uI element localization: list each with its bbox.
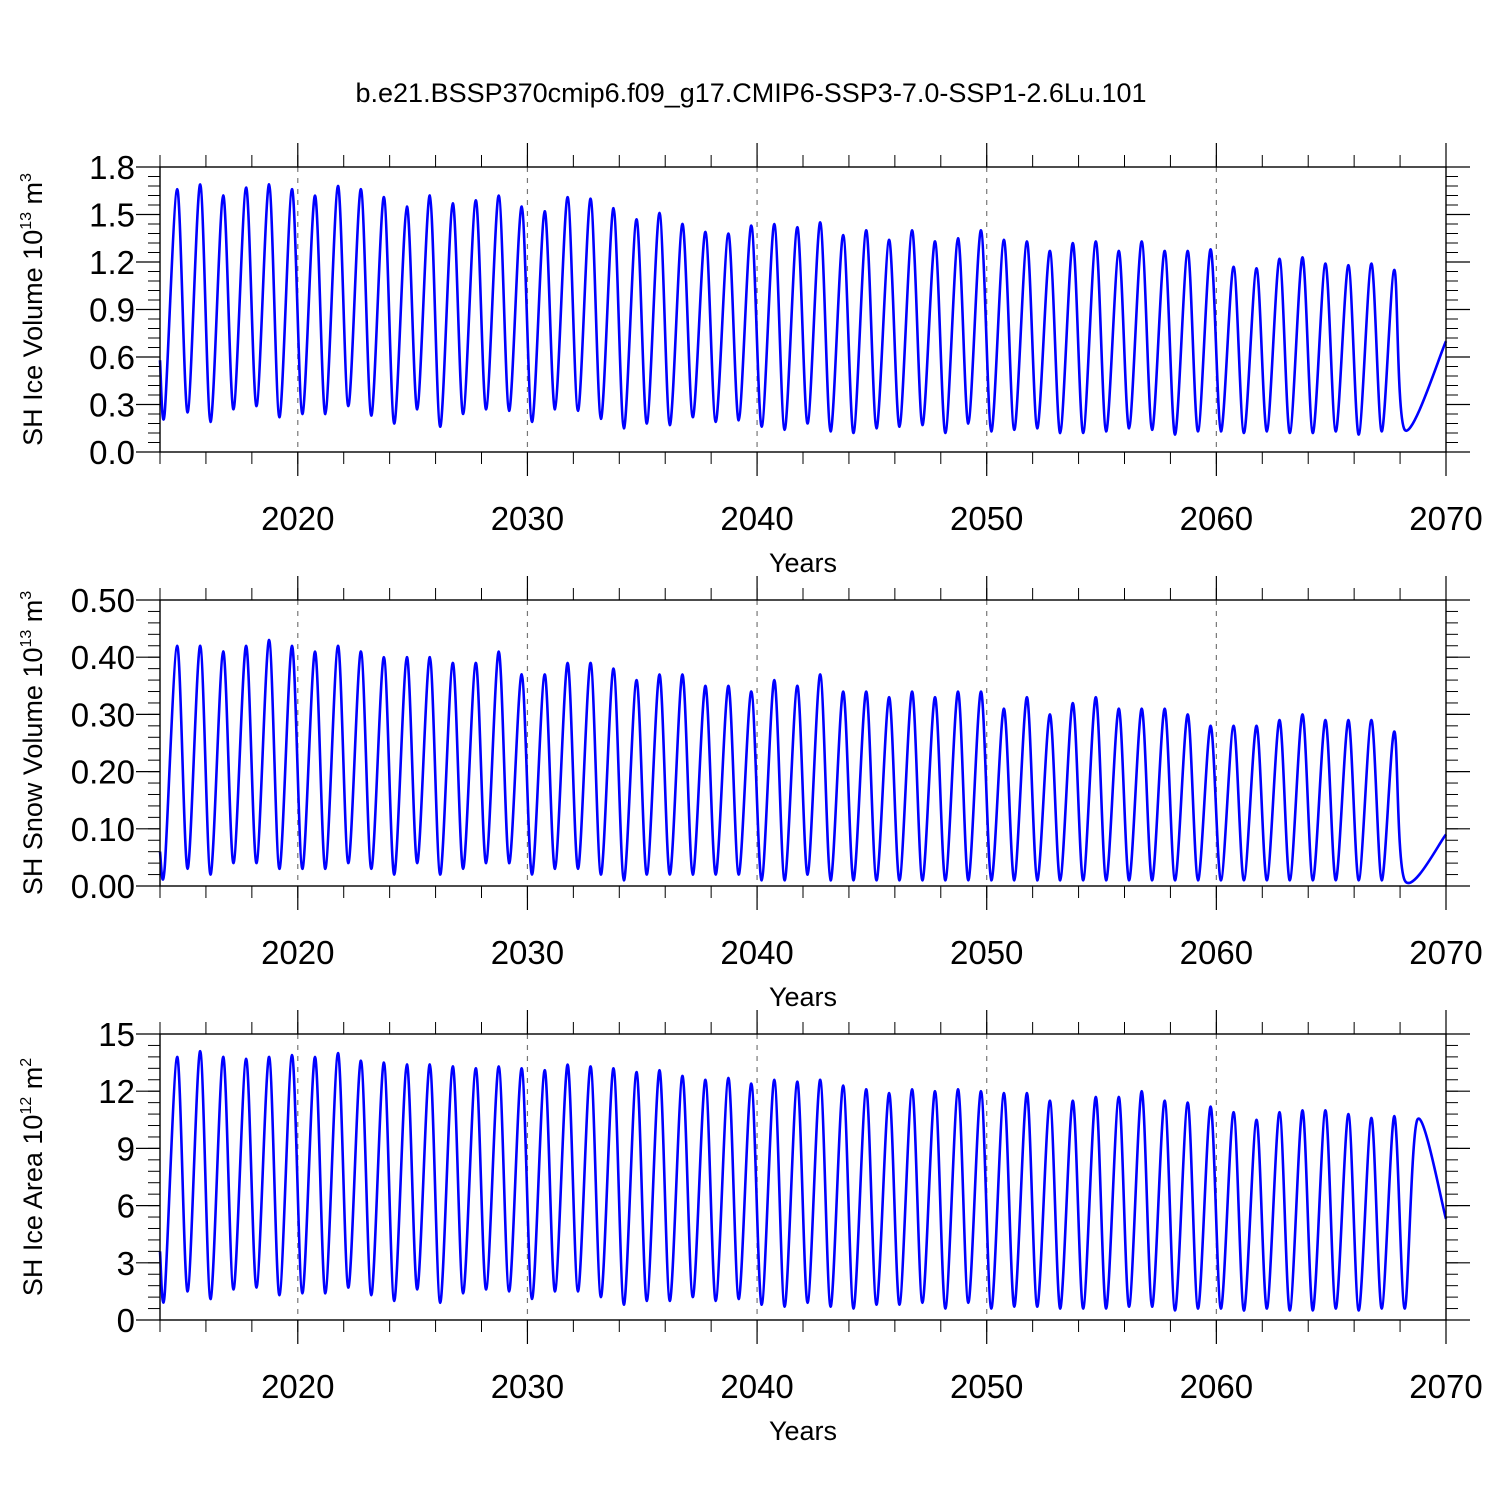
x-axis-label: Years [769, 982, 837, 1012]
y-axis-label: SH Ice Volume 1013 m3 [18, 173, 48, 446]
y-tick-label: 6 [117, 1188, 135, 1225]
y-tick-label: 0.00 [71, 868, 135, 905]
y-tick-label: 0.6 [89, 339, 135, 376]
y-tick-label: 1.8 [89, 149, 135, 186]
y-axis-label-main: SH Snow Volume 10 [18, 648, 48, 896]
y-axis-label-unit-exponent: 3 [18, 591, 35, 600]
x-tick-label: 2060 [1180, 1368, 1253, 1405]
y-tick-label: 0.40 [71, 639, 135, 676]
y-tick-label: 3 [117, 1245, 135, 1282]
x-tick-label: 2070 [1409, 934, 1482, 971]
y-tick-label: 0.20 [71, 754, 135, 791]
y-axis-label-exponent: 13 [18, 630, 35, 648]
x-tick-label: 2030 [491, 500, 564, 537]
y-tick-label: 0.30 [71, 696, 135, 733]
x-tick-label: 2070 [1409, 500, 1482, 537]
y-axis-label: SH Snow Volume 1013 m3 [18, 591, 48, 895]
y-tick-label: 15 [98, 1016, 135, 1053]
y-axis-label-unit: m [18, 182, 48, 212]
y-tick-label: 0.9 [89, 292, 135, 329]
y-tick-label: 0.50 [71, 582, 135, 619]
x-axis-label: Years [769, 548, 837, 578]
x-tick-label: 2070 [1409, 1368, 1482, 1405]
series-line [158, 638, 1448, 885]
y-axis-label-unit: m [18, 600, 48, 630]
x-axis-label: Years [769, 1416, 837, 1446]
x-tick-label: 2020 [261, 1368, 334, 1405]
y-axis-label-exponent: 12 [18, 1097, 35, 1115]
series-line [158, 1049, 1448, 1312]
y-tick-label: 12 [98, 1073, 135, 1110]
y-tick-label: 0.3 [89, 387, 135, 424]
x-tick-label: 2020 [261, 500, 334, 537]
series-line [158, 183, 1448, 436]
y-tick-label: 9 [117, 1130, 135, 1167]
x-tick-label: 2040 [720, 934, 793, 971]
panel-3: 0 3 6 9 12 15 2020 2030 2040 2050 2060 2070 Years SH … [18, 1010, 1483, 1446]
y-axis-label: SH Ice Area 1012 m2 [18, 1058, 48, 1296]
y-axis-label-unit-exponent: 3 [18, 173, 35, 182]
y-tick-label: 0.10 [71, 811, 135, 848]
y-axis-label-main: SH Ice Area 10 [18, 1115, 48, 1297]
y-axis-label-unit: m [18, 1067, 48, 1097]
x-tick-label: 2050 [950, 500, 1023, 537]
x-tick-label: 2030 [491, 934, 564, 971]
y-axis-label-main: SH Ice Volume 10 [18, 230, 48, 446]
y-tick-label: 1.2 [89, 244, 135, 281]
panel-2: 0.00 0.10 0.20 0.30 0.40 0.50 2020 2030 2040 2050… [18, 576, 1483, 1012]
y-axis-label-exponent: 13 [18, 212, 35, 230]
x-tick-label: 2030 [491, 1368, 564, 1405]
x-tick-label: 2050 [950, 934, 1023, 971]
x-tick-label: 2050 [950, 1368, 1023, 1405]
x-tick-label: 2060 [1180, 500, 1253, 537]
y-axis-label-unit-exponent: 2 [18, 1058, 35, 1067]
x-tick-label: 2040 [720, 500, 793, 537]
x-tick-label: 2060 [1180, 934, 1253, 971]
y-tick-label: 1.5 [89, 197, 135, 234]
chart-title: b.e21.BSSP370cmip6.f09_g17.CMIP6-SSP3-7.… [356, 78, 1147, 108]
x-tick-label: 2040 [720, 1368, 793, 1405]
x-tick-label: 2020 [261, 934, 334, 971]
panel-1: 0.0 0.3 0.6 0.9 1.2 1.5 1.8 2020 2030 2040 2050 206… [18, 143, 1483, 578]
y-tick-label: 0 [117, 1302, 135, 1339]
y-tick-label: 0.0 [89, 434, 135, 471]
